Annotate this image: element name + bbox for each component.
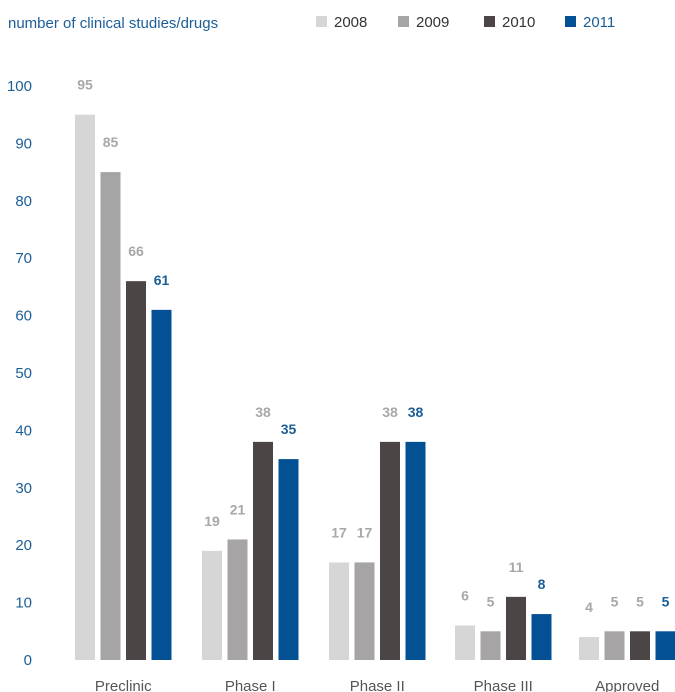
category-label: Phase III [474,678,533,692]
category-label: Phase II [350,678,405,692]
bar [455,625,475,660]
legend-label: 2011 [583,14,615,31]
data-label: 19 [204,513,220,529]
data-label: 66 [128,243,144,259]
data-label: 17 [357,524,373,540]
bar [329,562,349,660]
bar [506,596,526,660]
y-tick-label: 20 [15,537,32,554]
data-label: 21 [230,501,246,517]
y-tick-label: 40 [15,422,32,439]
bar [604,631,625,660]
data-label: 5 [487,593,495,609]
y-axis-label: number of clinical studies/drugs [8,15,218,32]
legend: 2008 2009 2010 2011 [316,14,615,31]
bar [630,631,650,660]
data-label: 17 [331,524,347,540]
bar [126,281,146,660]
data-label: 38 [408,404,424,420]
data-label: 5 [636,593,644,609]
data-label: 38 [255,404,271,420]
data-label: 6 [461,588,469,604]
y-tick-label: 0 [24,652,32,669]
y-tick-label: 80 [15,193,32,210]
legend-label: 2008 [334,14,367,31]
data-label: 95 [77,77,93,93]
y-tick-label: 90 [15,135,32,152]
legend-swatch [484,16,495,27]
y-tick-label: 30 [15,480,32,497]
legend-swatch [316,16,327,27]
data-labels: 95 85 66 61 19 21 38 35 17 17 38 38 6 5 11 8 4 5 5 5 [77,77,669,615]
bar [100,172,121,660]
y-tick-label: 60 [15,308,32,325]
bar [227,539,248,660]
bar [253,441,273,660]
data-label: 4 [585,599,593,615]
bar [354,562,375,660]
category-label: Approved [595,678,659,692]
bar [278,459,299,660]
data-label: 5 [611,593,619,609]
data-label: 8 [538,576,546,592]
y-tick-label: 100 [7,78,32,95]
legend-label: 2010 [502,14,535,31]
category-label: Phase I [225,678,276,692]
bar [579,637,599,660]
legend-swatch [398,16,409,27]
bar [380,441,400,660]
bar [75,114,95,660]
bar [655,631,675,660]
bar [480,631,501,660]
bar [151,309,172,660]
legend-swatch [565,16,576,27]
x-axis: Preclinic Phase I Phase II Phase III Approve… [95,678,659,692]
data-label: 61 [154,272,170,288]
data-label: 5 [662,593,670,609]
data-label: 11 [509,559,524,575]
y-tick-label: 50 [15,365,32,382]
bar [405,441,426,660]
y-tick-label: 70 [15,250,32,267]
bars [75,114,675,660]
category-label: Preclinic [95,678,152,692]
legend-label: 2009 [416,14,449,31]
data-label: 85 [103,134,119,150]
bar [202,550,222,660]
bar [531,614,552,660]
data-label: 38 [382,404,398,420]
data-label: 35 [281,421,297,437]
y-axis: 0 10 20 30 40 50 60 70 80 90 100 [7,78,32,669]
y-tick-label: 10 [15,595,32,612]
